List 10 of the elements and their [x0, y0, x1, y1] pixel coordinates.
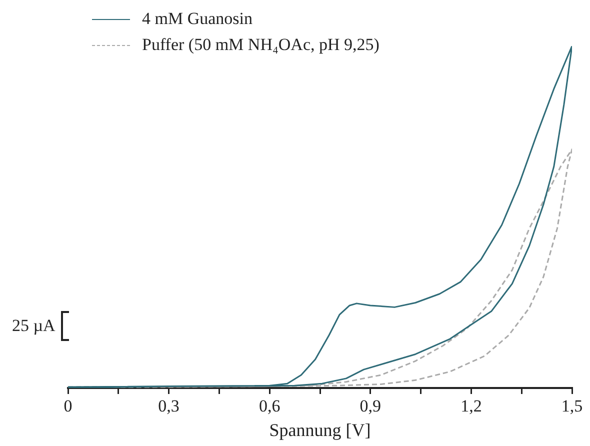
legend-label: 4 mM Guanosin	[142, 9, 252, 29]
text: 25 µA	[12, 316, 56, 336]
x-tick-label: 1,5	[561, 396, 583, 416]
x-tick-label: 0,6	[258, 396, 280, 416]
x-axis-title: Spannung [V]	[269, 420, 371, 440]
x-tick-label: 1,2	[460, 396, 482, 416]
legend-label: Puffer (50 mM NH₄OAc, pH 9,25)	[142, 35, 380, 55]
x-tick-label: 0,3	[158, 396, 180, 416]
x-tick-label: 0	[64, 396, 72, 416]
x-tick-label: 0,9	[360, 396, 382, 416]
